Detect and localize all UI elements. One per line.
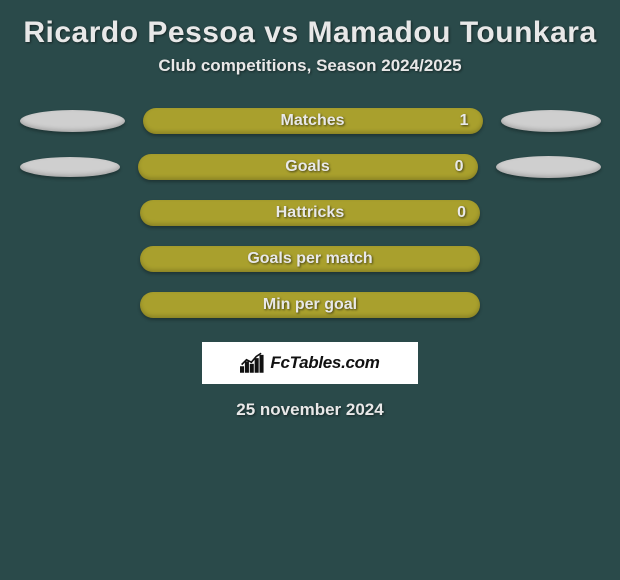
stat-row: Hattricks0 (0, 200, 620, 226)
stat-bar-wrap: Min per goal (140, 292, 480, 318)
stat-bar: Hattricks0 (140, 200, 480, 226)
stat-row: Min per goal (0, 292, 620, 318)
left-value-ellipse (20, 157, 120, 177)
stat-label: Min per goal (140, 296, 480, 314)
stat-label: Hattricks (140, 204, 480, 222)
stat-bar: Goals0 (138, 154, 478, 180)
stat-label: Goals per match (140, 250, 480, 268)
stat-row: Goals0 (0, 154, 620, 180)
stat-bar-wrap: Hattricks0 (140, 200, 480, 226)
left-value-ellipse (20, 110, 125, 132)
logo-text: FcTables.com (270, 353, 379, 373)
right-value-ellipse (501, 110, 601, 132)
stat-row: Matches1 (0, 108, 620, 134)
comparison-infographic: Ricardo Pessoa vs Mamadou Tounkara Club … (0, 0, 620, 420)
stat-label: Goals (138, 158, 478, 176)
stat-bar-wrap: Goals0 (138, 154, 478, 180)
stat-bar: Goals per match (140, 246, 480, 272)
stat-bar: Min per goal (140, 292, 480, 318)
right-value-ellipse (496, 156, 601, 178)
fctables-logo-icon (240, 352, 266, 374)
stat-bar-wrap: Matches1 (143, 108, 483, 134)
subtitle: Club competitions, Season 2024/2025 (0, 56, 620, 108)
stat-bar-wrap: Goals per match (140, 246, 480, 272)
stat-value: 0 (457, 204, 466, 222)
date-label: 25 november 2024 (0, 400, 620, 420)
stat-value: 1 (460, 112, 469, 130)
page-title: Ricardo Pessoa vs Mamadou Tounkara (0, 8, 620, 56)
stat-rows: Matches1Goals0Hattricks0Goals per matchM… (0, 108, 620, 318)
stat-bar: Matches1 (143, 108, 483, 134)
logo-box: FcTables.com (202, 342, 418, 384)
stat-label: Matches (143, 112, 483, 130)
stat-value: 0 (455, 158, 464, 176)
stat-row: Goals per match (0, 246, 620, 272)
